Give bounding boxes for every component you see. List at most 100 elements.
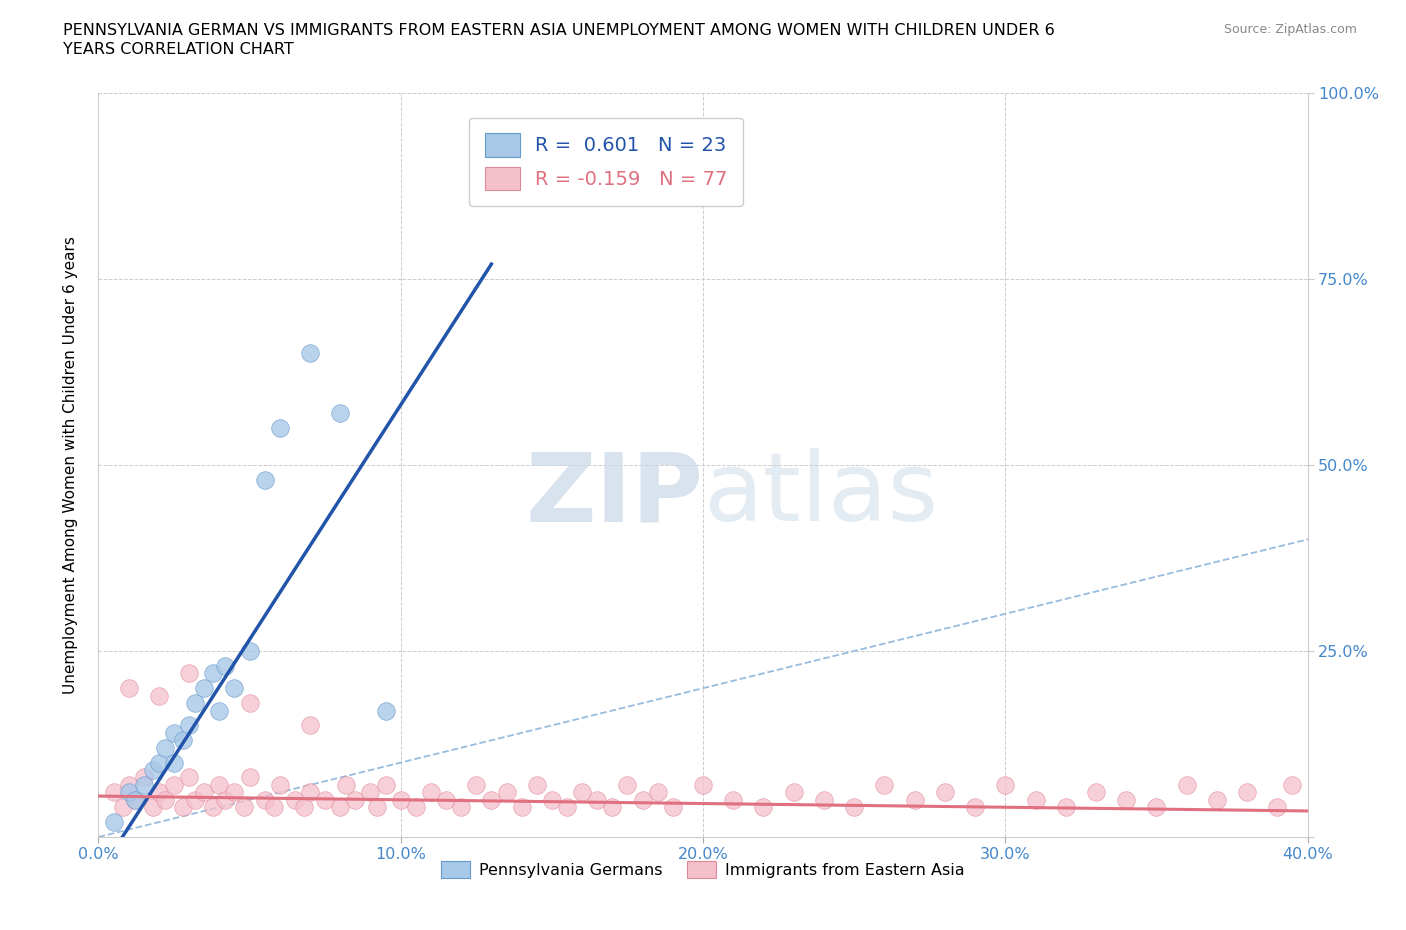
Point xyxy=(329,405,352,420)
Point xyxy=(1054,800,1077,815)
Point xyxy=(783,785,806,800)
Point xyxy=(299,785,322,800)
Point xyxy=(148,755,170,770)
Point xyxy=(239,770,262,785)
Point xyxy=(374,703,396,718)
Point xyxy=(269,420,291,435)
Point xyxy=(510,800,533,815)
Text: atlas: atlas xyxy=(703,448,938,541)
Point xyxy=(284,792,307,807)
Point xyxy=(873,777,896,792)
Point xyxy=(179,666,201,681)
Point xyxy=(299,346,322,361)
Point xyxy=(692,777,714,792)
Point xyxy=(405,800,427,815)
Point xyxy=(148,785,170,800)
Point xyxy=(208,777,231,792)
Text: Source: ZipAtlas.com: Source: ZipAtlas.com xyxy=(1223,23,1357,36)
Point xyxy=(193,785,215,800)
Point xyxy=(904,792,927,807)
Point xyxy=(163,777,186,792)
Point xyxy=(495,785,517,800)
Point xyxy=(631,792,654,807)
Point xyxy=(465,777,488,792)
Point xyxy=(314,792,336,807)
Point xyxy=(184,696,207,711)
Point xyxy=(202,800,225,815)
Point xyxy=(292,800,315,815)
Point xyxy=(571,785,593,800)
Point xyxy=(263,800,285,815)
Point xyxy=(344,792,367,807)
Point xyxy=(661,800,683,815)
Point xyxy=(1024,792,1046,807)
Text: PENNSYLVANIA GERMAN VS IMMIGRANTS FROM EASTERN ASIA UNEMPLOYMENT AMONG WOMEN WIT: PENNSYLVANIA GERMAN VS IMMIGRANTS FROM E… xyxy=(63,23,1054,38)
Point xyxy=(481,792,503,807)
Point xyxy=(118,785,141,800)
Point xyxy=(526,777,548,792)
Point xyxy=(184,792,207,807)
Point xyxy=(172,800,194,815)
Point xyxy=(1115,792,1137,807)
Point xyxy=(299,718,322,733)
Point xyxy=(142,800,165,815)
Point xyxy=(208,703,231,718)
Point xyxy=(1281,777,1303,792)
Point xyxy=(224,785,246,800)
Point xyxy=(450,800,472,815)
Point xyxy=(142,763,165,777)
Point xyxy=(111,800,134,815)
Point xyxy=(1175,777,1198,792)
Point xyxy=(148,688,170,703)
Point xyxy=(172,733,194,748)
Point xyxy=(214,792,236,807)
Point xyxy=(329,800,352,815)
Point xyxy=(1236,785,1258,800)
Point xyxy=(540,792,562,807)
Point xyxy=(813,792,835,807)
Point xyxy=(965,800,987,815)
Point xyxy=(103,815,125,830)
Legend: Pennsylvania Germans, Immigrants from Eastern Asia: Pennsylvania Germans, Immigrants from Ea… xyxy=(434,855,972,884)
Point xyxy=(124,792,146,807)
Point xyxy=(335,777,357,792)
Point xyxy=(360,785,382,800)
Point xyxy=(232,800,254,815)
Point xyxy=(1267,800,1289,815)
Point xyxy=(224,681,246,696)
Point xyxy=(752,800,775,815)
Point xyxy=(434,792,457,807)
Point xyxy=(586,792,609,807)
Point xyxy=(389,792,412,807)
Point xyxy=(269,777,291,792)
Point xyxy=(934,785,956,800)
Point xyxy=(193,681,215,696)
Point xyxy=(118,681,141,696)
Point xyxy=(616,777,638,792)
Point xyxy=(153,740,176,755)
Point xyxy=(202,666,225,681)
Point xyxy=(163,755,186,770)
Point xyxy=(163,725,186,740)
Point xyxy=(179,718,201,733)
Point xyxy=(132,770,155,785)
Point xyxy=(118,777,141,792)
Y-axis label: Unemployment Among Women with Children Under 6 years: Unemployment Among Women with Children U… xyxy=(63,236,77,694)
Text: ZIP: ZIP xyxy=(524,448,703,541)
Point xyxy=(723,792,745,807)
Text: YEARS CORRELATION CHART: YEARS CORRELATION CHART xyxy=(63,42,294,57)
Point xyxy=(103,785,125,800)
Point xyxy=(555,800,578,815)
Point xyxy=(1085,785,1108,800)
Point xyxy=(366,800,388,815)
Point xyxy=(179,770,201,785)
Point xyxy=(994,777,1017,792)
Point xyxy=(239,696,262,711)
Point xyxy=(647,785,669,800)
Point xyxy=(374,777,396,792)
Point xyxy=(1144,800,1167,815)
Point xyxy=(153,792,176,807)
Point xyxy=(132,777,155,792)
Point xyxy=(124,792,146,807)
Point xyxy=(844,800,866,815)
